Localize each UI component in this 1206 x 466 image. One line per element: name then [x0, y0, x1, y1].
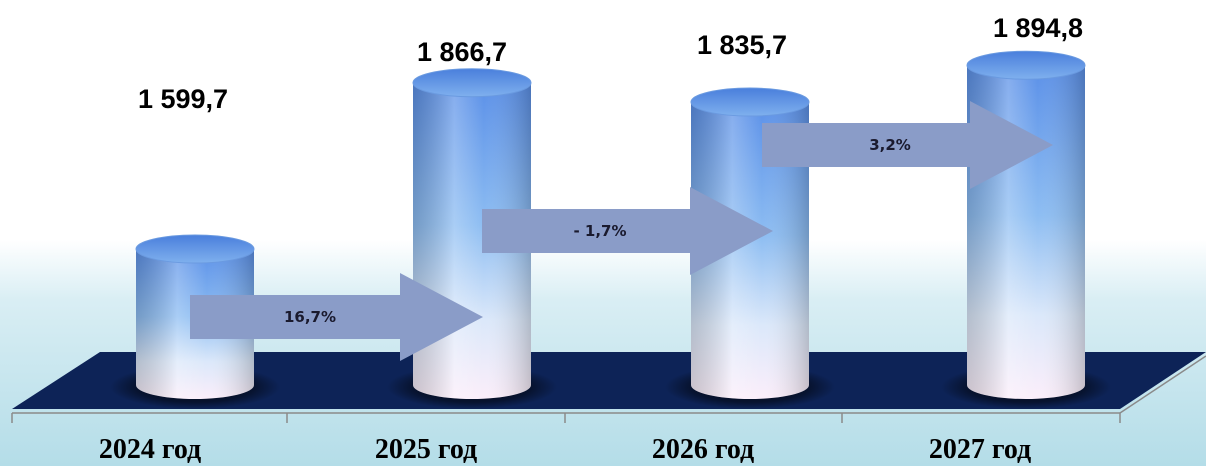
- change-label: 16,7%: [284, 308, 336, 326]
- bars-group: [110, 50, 1111, 409]
- labels-group: 1 599,7 1 866,7 1 835,7 1 894,8 2024 год 2025…: [99, 13, 1083, 465]
- value-label: 1 599,7: [138, 84, 228, 114]
- bar-2024-год: [110, 234, 280, 409]
- category-label: 2025 год: [375, 434, 477, 465]
- bar-top: [412, 68, 532, 98]
- bar-top: [690, 87, 810, 117]
- x-axis-depth-line: [1119, 355, 1206, 414]
- chart-floor-group: [11, 352, 1206, 423]
- chart-floor: [12, 352, 1206, 409]
- value-label: 1 894,8: [993, 13, 1083, 43]
- category-label: 2026 год: [652, 434, 754, 465]
- bar-body-shading: [691, 102, 809, 399]
- change-arrow: [190, 273, 483, 361]
- bar-top: [966, 50, 1086, 80]
- change-arrow: [762, 101, 1053, 189]
- category-label: 2027 год: [929, 434, 1031, 465]
- change-arrows-group: 16,7% - 1,7% 3,2%: [190, 101, 1053, 361]
- value-label: 1 835,7: [697, 30, 787, 60]
- bar-top: [135, 234, 255, 264]
- change-label: - 1,7%: [573, 222, 626, 240]
- change-arrow: [482, 187, 773, 275]
- change-label: 3,2%: [869, 136, 911, 154]
- bar-2026-год: [665, 87, 835, 409]
- category-label: 2024 год: [99, 434, 201, 465]
- value-label: 1 866,7: [417, 37, 507, 67]
